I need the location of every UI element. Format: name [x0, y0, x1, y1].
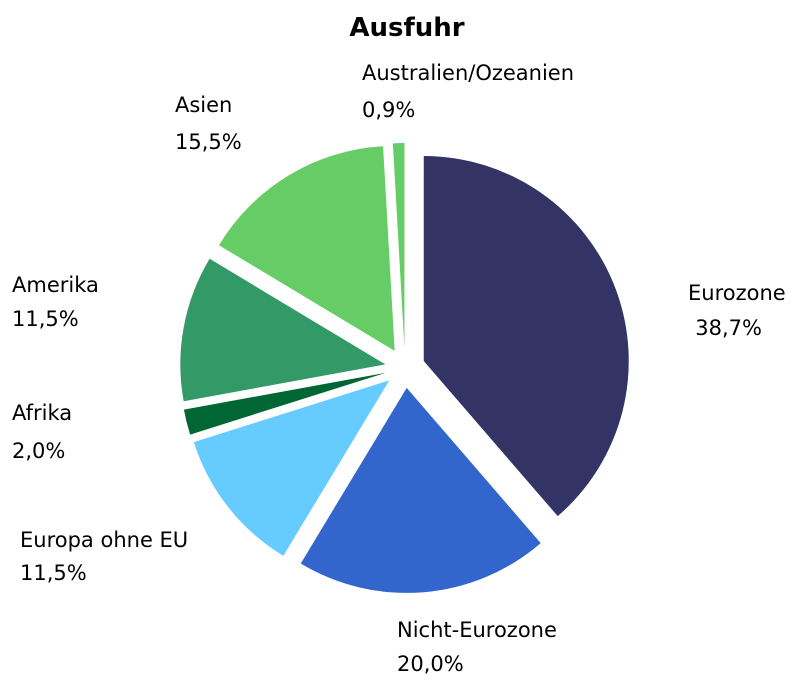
value-label: 11,5% — [20, 561, 87, 585]
value-label: 2,0% — [12, 439, 65, 463]
pie-slice — [300, 387, 541, 593]
pie-slice — [180, 258, 386, 402]
slice-label: Australien/Ozeanien — [362, 61, 574, 85]
pie-slice — [218, 146, 395, 351]
chart-title: Ausfuhr — [349, 13, 464, 43]
value-label: 11,5% — [12, 307, 79, 331]
pie-slice — [183, 372, 386, 435]
pie-slice — [392, 143, 405, 349]
slice-label: Amerika — [12, 273, 99, 297]
pie-slice — [193, 380, 390, 556]
slice-label: Asien — [175, 93, 232, 117]
value-label: 38,7% — [695, 316, 762, 340]
slice-label: Eurozone — [688, 281, 786, 305]
value-label: 15,5% — [175, 130, 242, 154]
slice-label: Nicht-Eurozone — [397, 618, 557, 642]
slice-label: Europa ohne EU — [20, 528, 188, 552]
value-label: 0,9% — [362, 98, 415, 122]
value-label: 20,0% — [397, 652, 464, 676]
pie-slice — [423, 156, 629, 517]
slice-label: Afrika — [12, 401, 72, 425]
